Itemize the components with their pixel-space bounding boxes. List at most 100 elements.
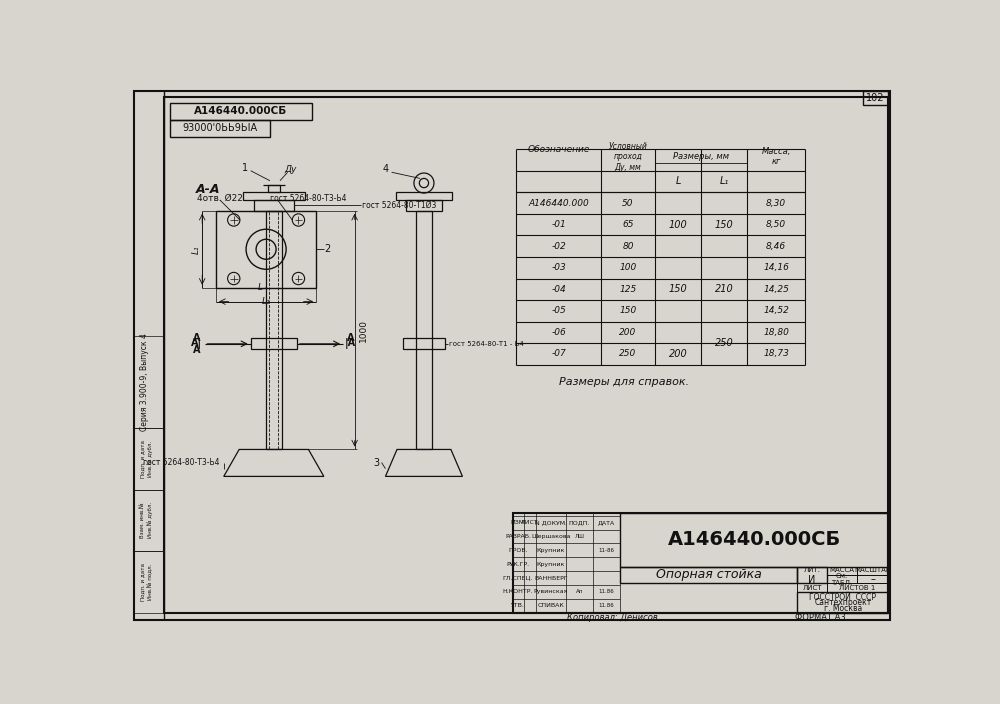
Text: гост 5264-80-Т1Ø3: гост 5264-80-Т1Ø3 bbox=[362, 201, 437, 210]
Text: Размеры, мм: Размеры, мм bbox=[673, 152, 729, 161]
Text: И: И bbox=[808, 574, 816, 584]
Text: Копировал: Денисов: Копировал: Денисов bbox=[567, 612, 658, 622]
Bar bbox=[827, 567, 857, 575]
Text: 8,30: 8,30 bbox=[766, 199, 786, 208]
Text: ИЗМ: ИЗМ bbox=[511, 520, 525, 525]
Bar bbox=[620, 567, 797, 584]
Text: Условный
проход
Ду, мм: Условный проход Ду, мм bbox=[609, 142, 647, 172]
Text: L: L bbox=[675, 177, 681, 187]
Bar bbox=[216, 210, 316, 288]
Bar bbox=[403, 339, 445, 349]
Text: Подп. и дата: Подп. и дата bbox=[140, 563, 145, 601]
Text: 150: 150 bbox=[715, 220, 734, 230]
Text: Сантехпроект: Сантехпроект bbox=[814, 598, 871, 607]
Text: 11.86: 11.86 bbox=[599, 589, 614, 594]
Text: Ап: Ап bbox=[576, 589, 583, 594]
Text: 80: 80 bbox=[622, 241, 634, 251]
Bar bbox=[134, 489, 164, 551]
Text: ЛИСТОВ 1: ЛИСТОВ 1 bbox=[839, 585, 876, 591]
Text: ФОРМАТ А3: ФОРМАТ А3 bbox=[795, 612, 846, 622]
Text: А: А bbox=[193, 333, 201, 343]
Bar bbox=[266, 210, 282, 449]
Bar bbox=[827, 575, 857, 584]
Bar bbox=[797, 592, 888, 612]
Text: СПИВАК: СПИВАК bbox=[538, 603, 564, 608]
Text: Шершакова: Шершакова bbox=[531, 534, 571, 539]
Text: Опорная стойка: Опорная стойка bbox=[656, 568, 762, 582]
Text: ЛИСТ: ЛИСТ bbox=[802, 585, 822, 591]
Bar bbox=[251, 339, 297, 349]
Text: -05: -05 bbox=[551, 306, 566, 315]
Text: -02: -02 bbox=[551, 241, 566, 251]
Text: L: L bbox=[257, 282, 262, 291]
Bar bbox=[857, 575, 888, 584]
Text: Взам. инв.№: Взам. инв.№ bbox=[140, 503, 145, 538]
Text: А-А: А-А bbox=[196, 183, 221, 196]
Text: –: – bbox=[870, 574, 875, 584]
Bar bbox=[797, 567, 827, 584]
Text: L₁: L₁ bbox=[262, 297, 270, 306]
Text: 1000: 1000 bbox=[359, 319, 368, 341]
Text: 250: 250 bbox=[619, 349, 637, 358]
Text: 2: 2 bbox=[324, 244, 330, 254]
Bar bbox=[396, 192, 452, 200]
Text: ДАТА: ДАТА bbox=[598, 520, 615, 525]
Text: 200: 200 bbox=[619, 328, 637, 337]
Text: 4: 4 bbox=[382, 164, 389, 174]
Text: 93000'0ЬЬ9ЬIА: 93000'0ЬЬ9ЬIА bbox=[182, 123, 257, 133]
Text: гост 5264-80-Т3-Ь4: гост 5264-80-Т3-Ь4 bbox=[270, 194, 346, 203]
Text: ГОССТРОЙ  СССР: ГОССТРОЙ СССР bbox=[809, 593, 876, 602]
Bar bbox=[797, 584, 827, 592]
Bar bbox=[268, 184, 280, 192]
Text: ПОДП.: ПОДП. bbox=[569, 520, 590, 525]
Text: -07: -07 bbox=[551, 349, 566, 358]
Bar bbox=[416, 210, 432, 449]
Bar bbox=[254, 200, 294, 210]
Text: Обозначение: Обозначение bbox=[528, 144, 590, 153]
Text: Н.КОНТР.: Н.КОНТР. bbox=[503, 589, 533, 594]
Text: 4отв. Ø22: 4отв. Ø22 bbox=[197, 194, 243, 203]
Text: -03: -03 bbox=[551, 263, 566, 272]
Text: 50: 50 bbox=[622, 199, 634, 208]
Text: 125: 125 bbox=[619, 285, 637, 294]
Text: L₁: L₁ bbox=[720, 177, 729, 187]
Text: 8,50: 8,50 bbox=[766, 220, 786, 229]
Bar bbox=[134, 551, 164, 612]
Text: 11-86: 11-86 bbox=[598, 548, 614, 553]
Bar bbox=[620, 513, 888, 567]
Text: 200: 200 bbox=[669, 349, 687, 359]
Text: ЛИСТ: ЛИСТ bbox=[521, 520, 538, 525]
Text: А146440.000: А146440.000 bbox=[528, 199, 589, 208]
Text: 14,25: 14,25 bbox=[763, 285, 789, 294]
Bar bbox=[512, 513, 888, 612]
Text: Инв.№ подл.: Инв.№ подл. bbox=[148, 564, 153, 600]
Bar bbox=[134, 336, 164, 428]
Bar bbox=[827, 584, 888, 592]
Text: 250: 250 bbox=[715, 338, 734, 348]
Text: А|: А| bbox=[191, 339, 202, 349]
Text: 18,80: 18,80 bbox=[763, 328, 789, 337]
Text: Ду: Ду bbox=[285, 165, 297, 174]
Text: ЛШ: ЛШ bbox=[575, 534, 584, 539]
Text: МАССА: МАССА bbox=[830, 567, 855, 573]
Text: 100: 100 bbox=[619, 263, 637, 272]
Bar bbox=[134, 428, 164, 489]
Text: 3: 3 bbox=[373, 458, 379, 467]
Text: Серия 3.900-9, Выпуск 4: Серия 3.900-9, Выпуск 4 bbox=[140, 333, 149, 431]
Text: г. Москва: г. Москва bbox=[824, 603, 862, 612]
Text: ГЛ.СПЕЦ.: ГЛ.СПЕЦ. bbox=[503, 576, 533, 581]
Text: -06: -06 bbox=[551, 328, 566, 337]
Text: Инв.№ дубл.: Инв.№ дубл. bbox=[148, 441, 153, 477]
Bar bbox=[170, 120, 270, 137]
Text: МАСШТАБ: МАСШТАБ bbox=[855, 567, 891, 573]
Text: ВАННБЕРГ: ВАННБЕРГ bbox=[534, 576, 568, 581]
Text: А: А bbox=[193, 345, 201, 355]
Text: Крупник: Крупник bbox=[537, 548, 565, 553]
Text: Крупник: Крупник bbox=[537, 562, 565, 567]
Text: ПРОВ.: ПРОВ. bbox=[508, 548, 528, 553]
Text: А: А bbox=[347, 333, 355, 343]
Text: Масса,
кг: Масса, кг bbox=[762, 147, 791, 166]
Text: Инв.№ дубл.: Инв.№ дубл. bbox=[148, 502, 153, 539]
Text: Подп. и дата: Подп. и дата bbox=[140, 440, 145, 478]
Text: 8,46: 8,46 bbox=[766, 241, 786, 251]
